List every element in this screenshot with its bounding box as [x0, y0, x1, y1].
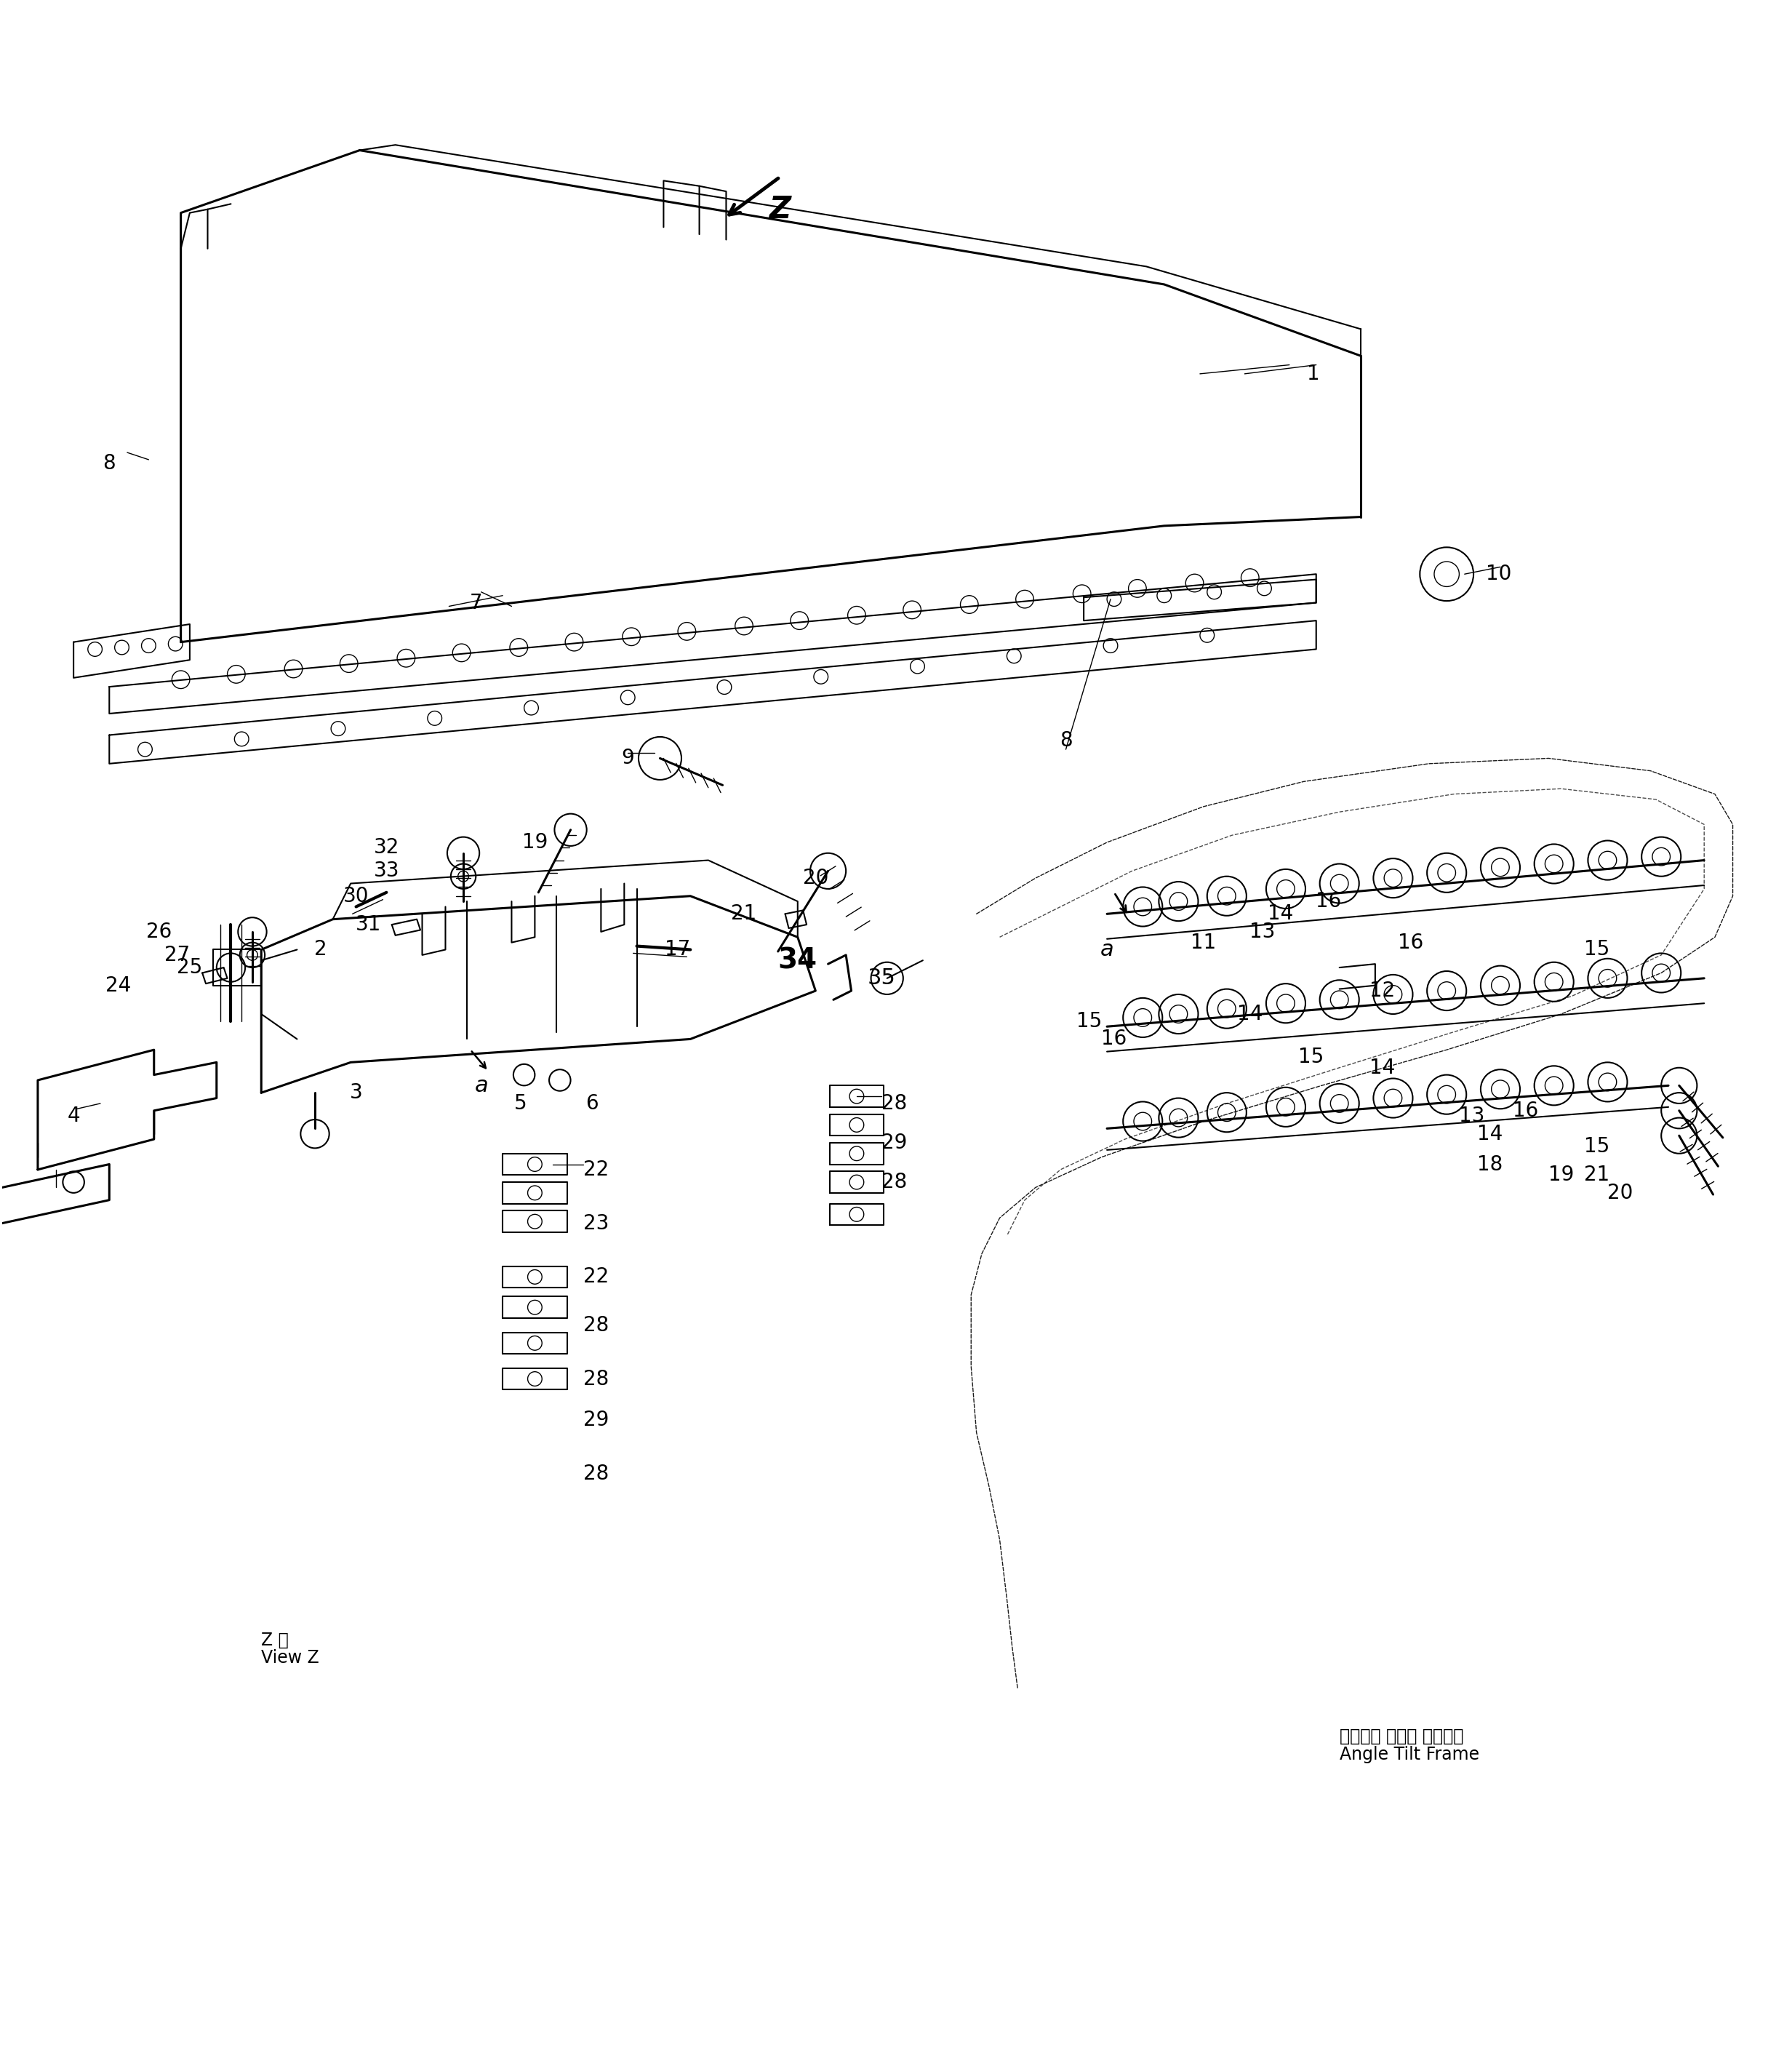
Text: 15: 15: [1077, 1011, 1102, 1031]
Text: 17: 17: [665, 940, 690, 959]
Text: 28: 28: [882, 1172, 907, 1193]
Text: 21: 21: [1584, 1164, 1609, 1185]
Text: 28: 28: [582, 1369, 609, 1390]
Text: 16: 16: [1102, 1029, 1127, 1050]
Text: Z: Z: [769, 195, 790, 224]
Text: アングル チルト フレーム: アングル チルト フレーム: [1339, 1727, 1464, 1746]
Text: 20: 20: [1607, 1183, 1633, 1203]
Text: Angle Tilt Frame: Angle Tilt Frame: [1339, 1746, 1478, 1762]
Text: 29: 29: [882, 1133, 907, 1154]
Text: 27: 27: [165, 944, 190, 965]
Text: 14: 14: [1267, 903, 1294, 924]
Text: 28: 28: [882, 1093, 907, 1114]
Text: 35: 35: [867, 967, 896, 988]
Text: 31: 31: [355, 915, 382, 934]
Text: 19: 19: [521, 833, 548, 853]
Text: 7: 7: [470, 592, 482, 613]
Text: 20: 20: [803, 868, 828, 888]
Text: 10: 10: [1486, 563, 1512, 584]
Text: a: a: [1100, 938, 1115, 961]
Text: 2: 2: [314, 940, 326, 959]
Text: 24: 24: [106, 975, 131, 996]
Text: 30: 30: [342, 886, 369, 907]
Text: 3: 3: [349, 1083, 362, 1104]
Text: View Z: View Z: [262, 1649, 319, 1667]
Text: 23: 23: [582, 1214, 609, 1234]
Text: 16: 16: [1398, 932, 1425, 953]
Text: 12: 12: [1369, 980, 1396, 1000]
Text: 28: 28: [582, 1315, 609, 1336]
Text: 22: 22: [582, 1267, 609, 1286]
Text: a: a: [475, 1075, 487, 1096]
Text: 16: 16: [1315, 891, 1342, 911]
Text: 5: 5: [514, 1093, 527, 1114]
Text: 15: 15: [1584, 940, 1609, 959]
Text: 11: 11: [1190, 932, 1217, 953]
Text: 28: 28: [582, 1464, 609, 1483]
Text: Z 視: Z 視: [262, 1632, 289, 1649]
Text: 4: 4: [66, 1106, 81, 1127]
Text: 33: 33: [373, 862, 400, 880]
Text: 26: 26: [147, 922, 172, 942]
Text: 15: 15: [1584, 1137, 1609, 1156]
Text: 8: 8: [1059, 731, 1072, 750]
Text: 13: 13: [1249, 922, 1276, 942]
Text: 15: 15: [1297, 1046, 1324, 1067]
Text: 6: 6: [586, 1093, 599, 1114]
Text: 22: 22: [582, 1160, 609, 1180]
Text: 21: 21: [731, 903, 756, 924]
Text: 19: 19: [1548, 1164, 1573, 1185]
Text: 14: 14: [1477, 1125, 1502, 1143]
Text: 14: 14: [1369, 1058, 1396, 1077]
Text: 13: 13: [1459, 1106, 1484, 1127]
Text: 25: 25: [177, 957, 202, 978]
Text: 9: 9: [622, 748, 634, 768]
Text: 1: 1: [1306, 364, 1321, 383]
Text: 29: 29: [582, 1410, 609, 1431]
Text: 8: 8: [102, 454, 116, 474]
Text: 14: 14: [1236, 1004, 1263, 1025]
Text: 32: 32: [373, 837, 400, 857]
Text: 18: 18: [1477, 1154, 1502, 1174]
Text: 34: 34: [778, 946, 817, 973]
Text: 16: 16: [1512, 1100, 1538, 1120]
